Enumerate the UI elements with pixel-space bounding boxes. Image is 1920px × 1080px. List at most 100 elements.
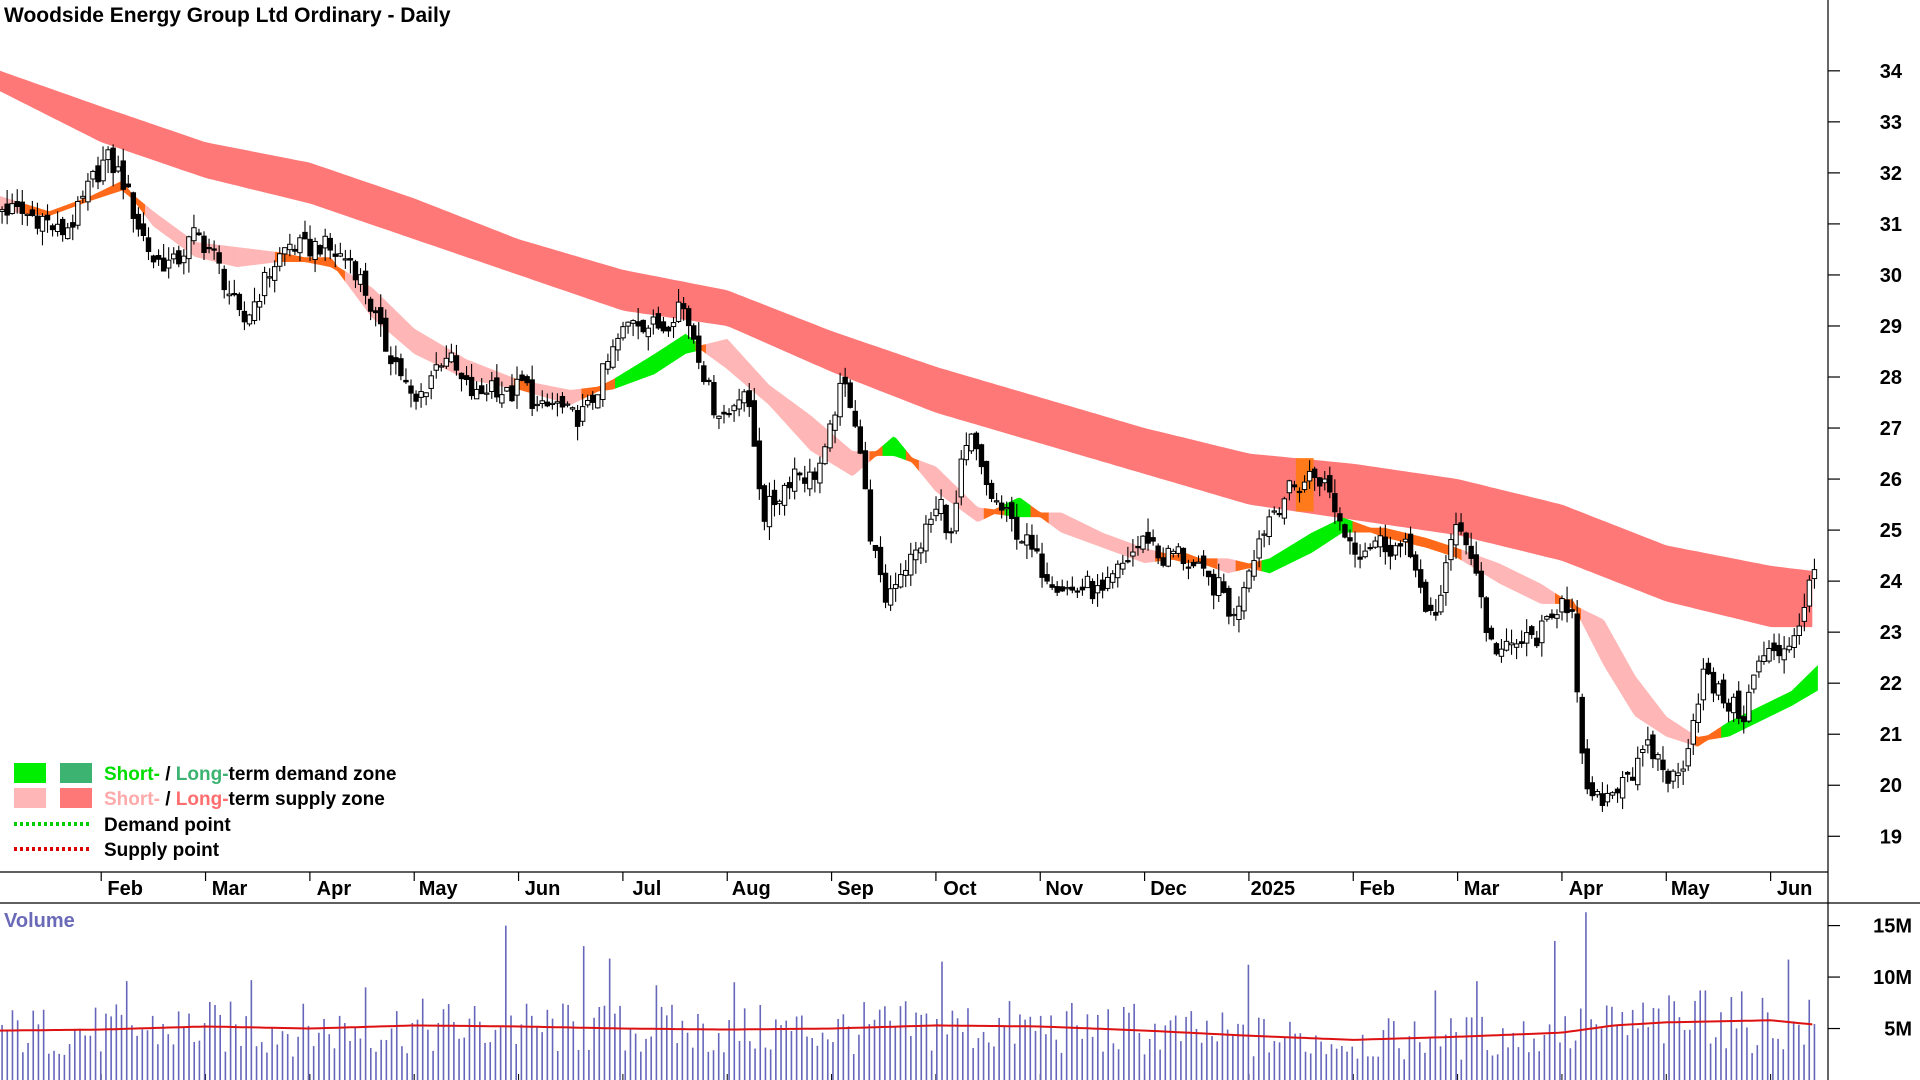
short-term-zone-segment bbox=[1212, 558, 1216, 569]
candle bbox=[1024, 523, 1030, 560]
candle bbox=[771, 479, 778, 517]
short-term-zone-segment bbox=[1588, 612, 1592, 642]
legend-swatch-short bbox=[14, 788, 46, 808]
candle bbox=[1337, 507, 1343, 531]
short-term-zone-segment bbox=[685, 333, 689, 354]
short-term-zone-segment bbox=[409, 324, 414, 354]
short-term-zone-segment bbox=[898, 440, 902, 459]
short-term-zone-segment bbox=[1664, 713, 1668, 737]
short-term-zone-segment bbox=[739, 352, 743, 383]
candle bbox=[1256, 530, 1262, 568]
candle bbox=[514, 366, 520, 409]
short-term-zone-segment bbox=[1030, 505, 1034, 518]
candle bbox=[317, 244, 323, 257]
candle bbox=[1619, 770, 1626, 810]
short-term-zone-segment bbox=[1033, 507, 1037, 518]
candle bbox=[1746, 684, 1752, 724]
short-term-zone-segment bbox=[1352, 521, 1356, 533]
candle bbox=[165, 247, 172, 279]
candle bbox=[504, 386, 510, 392]
volume-tick-label: 15M bbox=[1873, 916, 1912, 938]
volume-tick-label: 10M bbox=[1873, 967, 1912, 989]
short-term-zone-segment bbox=[840, 441, 845, 472]
candle bbox=[1670, 769, 1676, 789]
candle bbox=[1029, 524, 1035, 558]
short-term-zone-segment bbox=[347, 272, 351, 290]
volume-label: Volume bbox=[4, 910, 75, 932]
short-term-zone-segment bbox=[337, 266, 341, 276]
candle bbox=[1034, 534, 1040, 554]
candle bbox=[1478, 562, 1484, 609]
candle bbox=[862, 441, 869, 490]
short-term-zone-segment bbox=[1259, 560, 1263, 572]
candle bbox=[403, 368, 409, 384]
short-term-zone-segment bbox=[342, 269, 346, 283]
candle bbox=[14, 189, 20, 214]
short-term-zone-segment bbox=[1609, 629, 1613, 681]
candle bbox=[1680, 760, 1686, 785]
candle bbox=[1695, 693, 1702, 733]
candle bbox=[1513, 639, 1520, 660]
legend-entry: Short- / Long-term supply zone bbox=[14, 788, 385, 810]
short-term-zone-segment bbox=[1020, 497, 1024, 518]
short-term-zone-segment bbox=[1230, 558, 1234, 573]
candle bbox=[1806, 575, 1813, 613]
short-term-zone-segment bbox=[1365, 525, 1369, 533]
short-term-zone-segment bbox=[1718, 726, 1722, 739]
candle bbox=[877, 536, 884, 583]
short-term-zone-segment bbox=[755, 369, 759, 396]
short-term-zone-segment bbox=[1246, 562, 1250, 569]
legend-label: Short- / Long-term supply zone bbox=[104, 789, 385, 810]
short-term-zone-segment bbox=[1580, 608, 1585, 627]
short-term-zone-segment bbox=[573, 389, 577, 404]
candle bbox=[549, 392, 556, 410]
short-term-zone-segment bbox=[1593, 614, 1598, 652]
candle bbox=[1483, 596, 1489, 642]
short-term-zone-segment bbox=[1046, 512, 1050, 524]
candle bbox=[1120, 554, 1126, 575]
short-term-zone-segment bbox=[1760, 704, 1764, 722]
candle bbox=[590, 391, 596, 410]
short-term-zone-segment bbox=[1516, 571, 1520, 594]
candle bbox=[1675, 762, 1681, 789]
short-term-zone-segment bbox=[176, 228, 180, 246]
candle bbox=[680, 297, 687, 321]
candle bbox=[665, 325, 672, 337]
candle bbox=[29, 200, 36, 217]
candle bbox=[1614, 787, 1621, 803]
short-term-zone-segment bbox=[243, 247, 247, 267]
candle bbox=[802, 465, 808, 493]
short-term-zone-segment bbox=[72, 201, 76, 208]
short-term-zone-segment bbox=[230, 246, 234, 267]
short-term-zone-segment bbox=[931, 465, 936, 491]
short-term-zone-segment bbox=[1679, 725, 1683, 742]
short-term-zone-segment bbox=[1723, 722, 1727, 738]
short-term-zone-segment bbox=[1552, 591, 1556, 604]
candle bbox=[1221, 573, 1227, 594]
short-term-zone-segment bbox=[332, 258, 336, 270]
short-term-zone-segment bbox=[809, 414, 814, 453]
short-term-zone-segment bbox=[781, 393, 785, 423]
candle bbox=[564, 401, 571, 408]
short-term-zone-segment bbox=[952, 482, 956, 507]
candle bbox=[1246, 568, 1252, 593]
candle bbox=[756, 427, 763, 500]
candle bbox=[1629, 767, 1636, 781]
short-term-zone-segment bbox=[731, 343, 736, 376]
short-term-zone-segment bbox=[918, 460, 923, 475]
short-term-zone-segment bbox=[760, 375, 764, 401]
candle bbox=[1624, 771, 1631, 783]
short-term-zone-segment bbox=[765, 381, 769, 405]
candle bbox=[1327, 466, 1333, 499]
short-term-zone-segment bbox=[1544, 586, 1548, 604]
candle bbox=[1493, 641, 1500, 656]
candle bbox=[191, 214, 197, 245]
candle bbox=[1266, 509, 1272, 546]
candle bbox=[1125, 546, 1131, 564]
short-term-zone-segment bbox=[25, 204, 29, 214]
short-term-zone-segment bbox=[1619, 648, 1624, 698]
short-term-zone-segment bbox=[38, 208, 42, 216]
short-term-zone-segment bbox=[1321, 526, 1325, 547]
candle bbox=[1362, 542, 1368, 559]
